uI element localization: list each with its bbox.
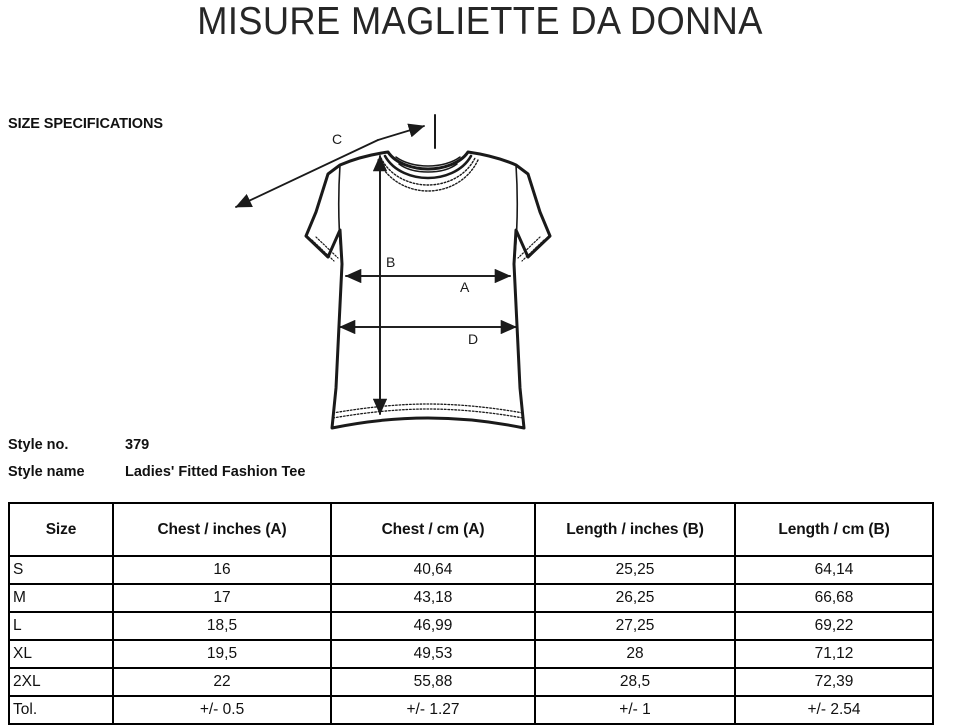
bottom-hem-stitching bbox=[332, 403, 524, 419]
cell-chest-cm: 55,88 bbox=[330, 667, 536, 697]
collar-stitching bbox=[377, 157, 479, 192]
tshirt-body-outline bbox=[304, 150, 552, 430]
cell-length-cm: 71,12 bbox=[734, 639, 934, 669]
collar-ribbing bbox=[383, 150, 473, 180]
style-no-label: Style no. bbox=[8, 437, 69, 453]
style-no-row: Style no. 379 bbox=[8, 437, 149, 453]
label-c: C bbox=[332, 131, 342, 147]
cell-size: XL bbox=[8, 639, 114, 669]
collar-inner-lines bbox=[395, 156, 461, 173]
table-row: S 16 40,64 25,25 64,14 bbox=[8, 555, 934, 585]
right-sleeve-hem bbox=[526, 234, 552, 259]
table-header-row: Size Chest / inches (A) Chest / cm (A) L… bbox=[8, 502, 934, 557]
cell-size: S bbox=[8, 555, 114, 585]
col-header-size: Size bbox=[8, 502, 114, 557]
col-header-length-cm: Length / cm (B) bbox=[734, 502, 934, 557]
cell-chest-in: 19,5 bbox=[112, 639, 332, 669]
cell-chest-cm: 49,53 bbox=[330, 639, 536, 669]
size-specifications-table: Size Chest / inches (A) Chest / cm (A) L… bbox=[8, 502, 934, 725]
cell-size: M bbox=[8, 583, 114, 613]
table-row: XL 19,5 49,53 28 71,12 bbox=[8, 639, 934, 669]
table-row: M 17 43,18 26,25 66,68 bbox=[8, 583, 934, 613]
armhole-seams bbox=[337, 164, 519, 265]
cell-chest-cm: 43,18 bbox=[330, 583, 536, 613]
cell-length-in: 28,5 bbox=[534, 667, 736, 697]
measurement-line-c bbox=[235, 114, 436, 208]
right-sleeve-stitching bbox=[517, 236, 545, 262]
style-no-value: 379 bbox=[125, 437, 150, 453]
tshirt-technical-drawing: C B A D bbox=[228, 112, 598, 442]
left-sleeve-hem bbox=[304, 234, 330, 259]
cell-chest-in: 22 bbox=[112, 667, 332, 697]
cell-length-cm: 64,14 bbox=[734, 555, 934, 585]
left-sleeve-stitching bbox=[311, 236, 339, 262]
cell-length-in: 27,25 bbox=[534, 611, 736, 641]
style-name-label: Style name bbox=[8, 464, 85, 480]
cell-chest-cm: 40,64 bbox=[330, 555, 536, 585]
cell-chest-cm: 46,99 bbox=[330, 611, 536, 641]
cell-chest-in: 16 bbox=[112, 555, 332, 585]
cell-chest-in: 18,5 bbox=[112, 611, 332, 641]
col-header-chest-cm: Chest / cm (A) bbox=[330, 502, 536, 557]
cell-size: 2XL bbox=[8, 667, 114, 697]
style-name-value: Ladies' Fitted Fashion Tee bbox=[125, 464, 306, 480]
style-name-row: Style name Ladies' Fitted Fashion Tee bbox=[8, 464, 305, 480]
cell-length-cm: 69,22 bbox=[734, 611, 934, 641]
col-header-length-in: Length / inches (B) bbox=[534, 502, 736, 557]
table-row: L 18,5 46,99 27,25 69,22 bbox=[8, 611, 934, 641]
table-row: 2XL 22 55,88 28,5 72,39 bbox=[8, 667, 934, 697]
cell-chest-in: 17 bbox=[112, 583, 332, 613]
cell-length-in: 26,25 bbox=[534, 583, 736, 613]
col-header-chest-in: Chest / inches (A) bbox=[112, 502, 332, 557]
size-specifications-heading: SIZE SPECIFICATIONS bbox=[8, 116, 163, 132]
label-b: B bbox=[386, 254, 395, 270]
page-title: MISURE MAGLIETTE DA DONNA bbox=[197, 0, 763, 43]
cell-size: L bbox=[8, 611, 114, 641]
cell-length-in: 28 bbox=[534, 639, 736, 669]
cell-length-cm: 72,39 bbox=[734, 667, 934, 697]
cell-length-in: 25,25 bbox=[534, 555, 736, 585]
cell-length-cm: 66,68 bbox=[734, 583, 934, 613]
label-a: A bbox=[460, 279, 470, 295]
label-d: D bbox=[468, 331, 478, 347]
